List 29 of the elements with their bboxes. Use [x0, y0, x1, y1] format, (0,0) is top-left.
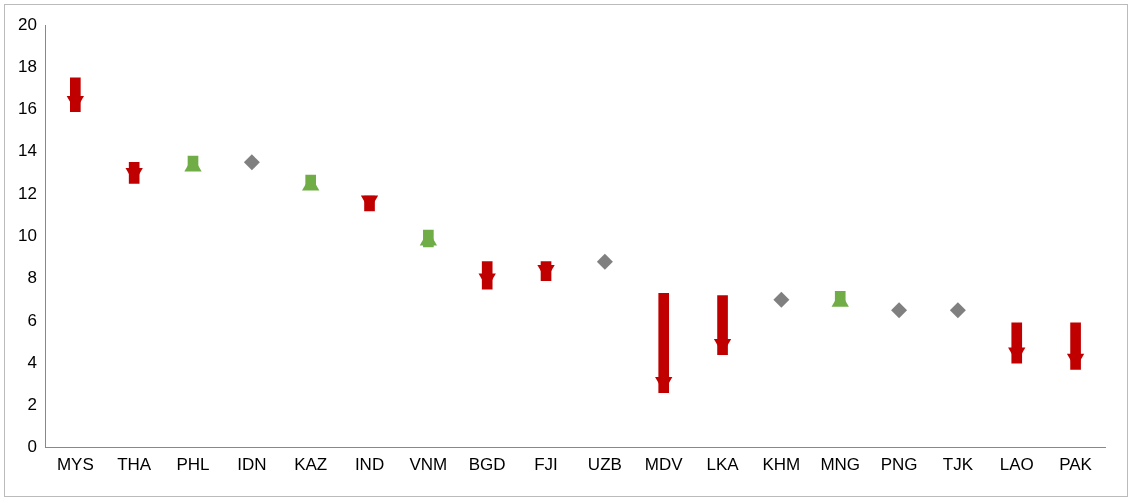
- x-tick-label: UZB: [587, 455, 622, 475]
- y-tick-label: 16: [17, 99, 37, 119]
- x-tick-label: KHM: [762, 455, 801, 475]
- y-tick-label: 8: [27, 268, 37, 288]
- x-tick-label: IDN: [237, 455, 267, 475]
- x-tick-label: VNM: [409, 455, 448, 475]
- y-tick-label: 18: [17, 56, 37, 76]
- y-tick-label: 10: [17, 225, 37, 245]
- y-tick-label: 0: [27, 437, 37, 457]
- x-tick-label: MNG: [820, 455, 861, 475]
- x-tick-label: LKA: [706, 455, 740, 475]
- x-tick-label: FJI: [534, 455, 558, 475]
- x-tick-label: THA: [117, 455, 152, 475]
- y-tick-label: 12: [17, 183, 37, 203]
- x-tick-label: PAK: [1059, 455, 1093, 475]
- x-tick-label: BGD: [468, 455, 506, 475]
- y-tick-label: 2: [27, 395, 37, 415]
- x-tick-label: PNG: [880, 455, 918, 475]
- y-tick-label: 20: [17, 14, 37, 34]
- x-tick-label: PHL: [176, 455, 210, 475]
- x-tick-label: IND: [354, 455, 385, 475]
- x-tick-label: LAO: [999, 455, 1034, 475]
- x-tick-label: TJK: [942, 455, 974, 475]
- x-tick-label: MDV: [644, 455, 684, 475]
- x-tick-label: KAZ: [294, 455, 328, 475]
- y-tick-label: 4: [27, 352, 37, 372]
- y-tick-label: 14: [17, 141, 37, 161]
- y-tick-label: 6: [27, 310, 37, 330]
- x-tick-label: MYS: [56, 455, 94, 475]
